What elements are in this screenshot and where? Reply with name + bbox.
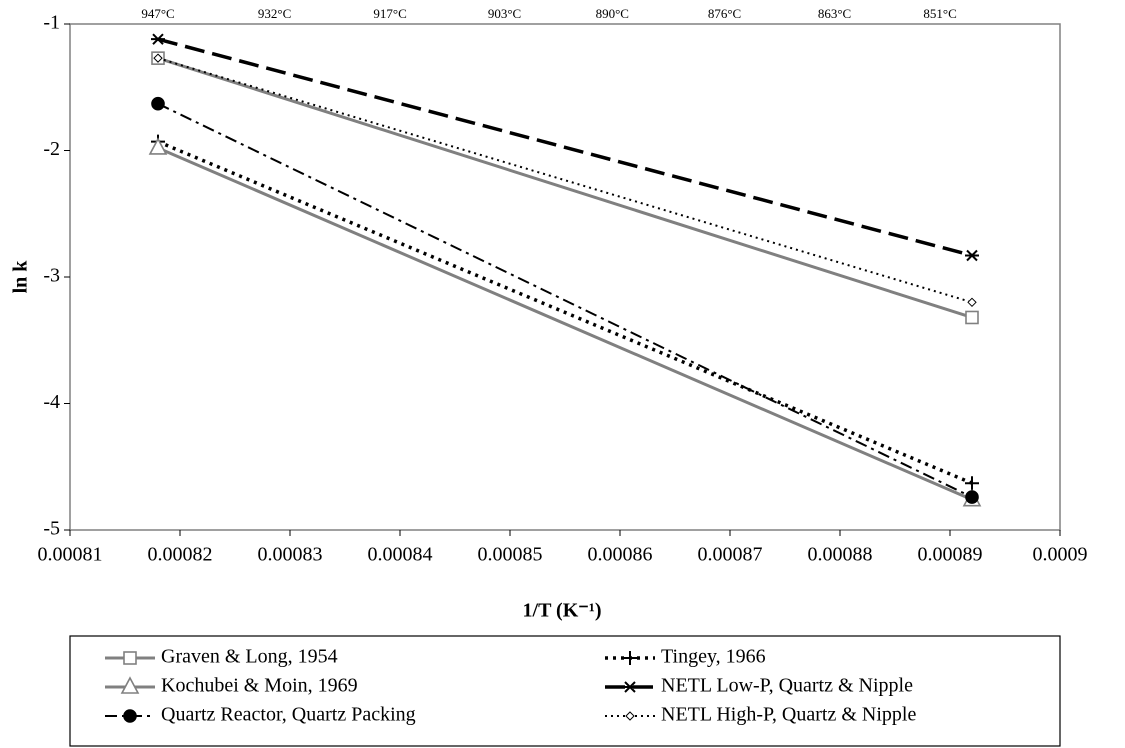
series-line: [157, 57, 973, 304]
y-tick-label: -5: [43, 518, 60, 540]
y-tick-label: -3: [43, 265, 60, 287]
series-line: [157, 146, 973, 502]
y-tick-label: -2: [43, 138, 60, 160]
x-axis-label: 1/T (K⁻¹): [523, 600, 602, 622]
x-tick-label: 0.00087: [698, 544, 763, 566]
x-tick-label: 0.0009: [1033, 544, 1088, 566]
marker: [120, 676, 140, 694]
y-tick-label: -4: [43, 391, 60, 413]
marker: [123, 709, 137, 723]
top-temperature-label: 876°C: [708, 6, 741, 21]
legend-label: NETL Low-P, Quartz & Nipple: [661, 675, 913, 697]
top-temperature-label: 903°C: [488, 6, 521, 21]
x-tick-label: 0.00086: [588, 544, 653, 566]
top-temperature-label: 890°C: [596, 6, 629, 21]
x-tick-label: 0.00081: [38, 544, 103, 566]
marker: [967, 297, 977, 308]
marker: [965, 249, 979, 262]
x-tick-label: 0.00083: [258, 544, 323, 566]
x-tick-label: 0.00085: [478, 544, 543, 566]
top-temperature-label: 863°C: [818, 6, 851, 21]
marker: [148, 137, 168, 155]
series-line: [157, 37, 973, 258]
legend-label: NETL High-P, Quartz & Nipple: [661, 704, 916, 726]
legend-label: Kochubei & Moin, 1969: [161, 675, 358, 697]
marker: [965, 310, 979, 325]
top-temperature-label: 932°C: [258, 6, 291, 21]
legend: [69, 635, 1061, 747]
marker: [965, 476, 979, 491]
marker: [151, 96, 165, 111]
marker: [153, 53, 163, 63]
plot-area: [69, 23, 1061, 531]
top-temperature-label: 947°C: [141, 6, 174, 21]
x-tick-label: 0.00089: [918, 544, 983, 566]
series-line: [157, 102, 973, 499]
legend-label: Tingey, 1966: [661, 646, 766, 668]
marker: [623, 681, 637, 693]
marker: [151, 33, 165, 45]
series-line: [157, 140, 973, 485]
x-tick-label: 0.00088: [808, 544, 873, 566]
marker: [965, 490, 979, 504]
y-axis-label: ln k: [10, 260, 32, 294]
x-tick-label: 0.00082: [148, 544, 213, 566]
legend-label: Graven & Long, 1954: [161, 646, 338, 668]
marker: [123, 651, 137, 665]
top-temperature-label: 851°C: [923, 6, 956, 21]
x-tick-label: 0.00084: [368, 544, 433, 566]
y-tick-label: -1: [43, 12, 60, 34]
marker: [625, 711, 635, 721]
top-temperature-label: 917°C: [373, 6, 406, 21]
legend-label: Quartz Reactor, Quartz Packing: [161, 704, 416, 726]
series-line: [157, 56, 973, 319]
marker: [623, 651, 637, 665]
